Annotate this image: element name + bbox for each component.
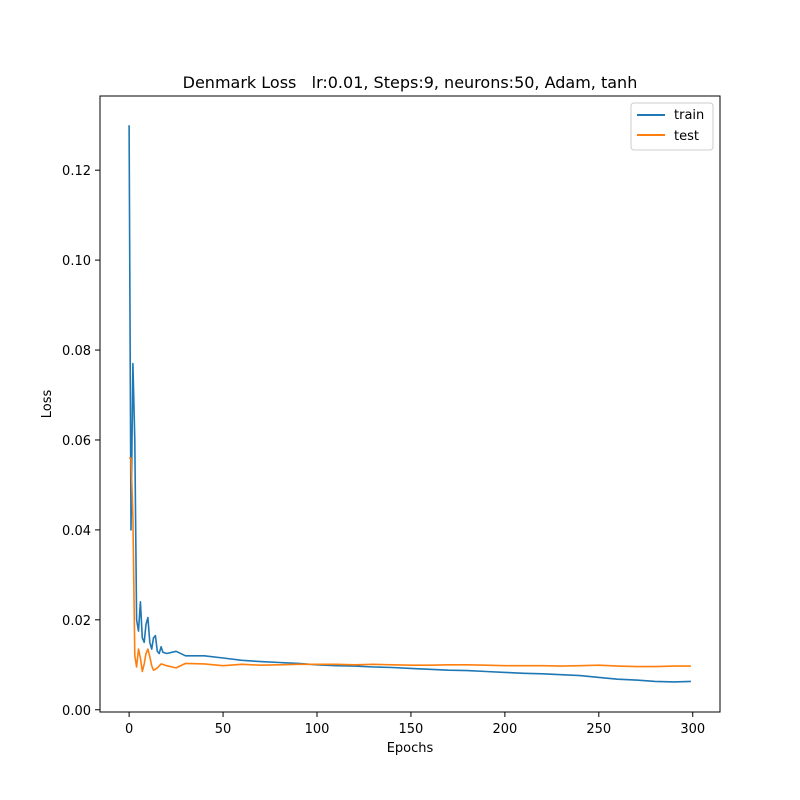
x-tick-label: 150 [399, 722, 424, 737]
x-tick-label: 250 [586, 722, 611, 737]
y-tick-label: 0.08 [62, 344, 91, 359]
x-axis-label: Epochs [387, 741, 434, 756]
y-tick-label: 0.04 [62, 524, 91, 539]
y-tick-label: 0.12 [62, 164, 91, 179]
x-axis-ticks: 0 50 100 150 200 250 300 [125, 712, 705, 737]
axes-frame [99, 95, 721, 713]
y-tick-label: 0.10 [62, 254, 91, 269]
legend-label-test: test [674, 129, 699, 144]
series-line-test [129, 457, 691, 673]
series-line-train [128, 125, 691, 683]
x-tick-label: 200 [492, 722, 517, 737]
legend: train test [630, 102, 714, 151]
y-tick-label: 0.00 [62, 704, 91, 719]
plot-series [128, 125, 691, 683]
x-tick-label: 50 [215, 722, 232, 737]
y-tick-label: 0.02 [62, 614, 91, 629]
x-tick-label: 100 [305, 722, 330, 737]
chart-title: Denmark Loss lr:0.01, Steps:9, neurons:5… [183, 73, 638, 92]
y-axis-label: Loss [40, 390, 55, 419]
x-tick-label: 300 [680, 722, 705, 737]
y-axis-ticks: 0.00 0.02 0.04 0.06 0.08 0.10 0.12 [62, 164, 100, 719]
y-tick-label: 0.06 [62, 434, 91, 449]
x-tick-label: 0 [125, 722, 133, 737]
legend-label-train: train [674, 108, 704, 123]
